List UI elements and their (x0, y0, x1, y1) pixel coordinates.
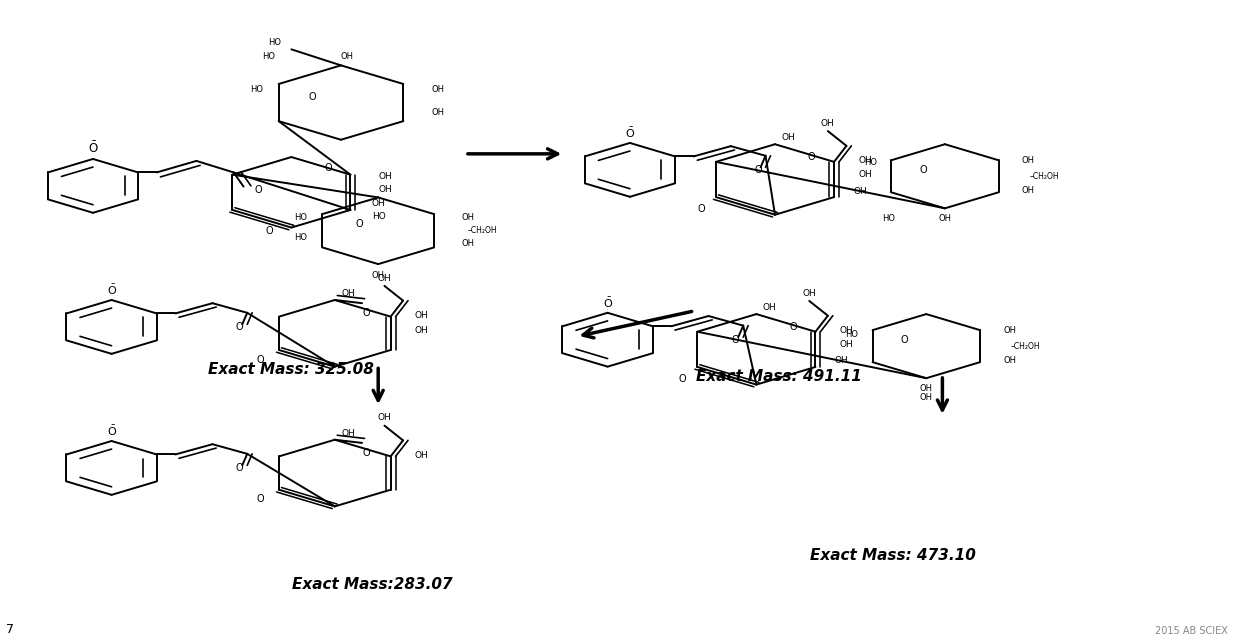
Text: O: O (808, 152, 816, 162)
Text: OH: OH (377, 413, 392, 422)
Text: OH: OH (763, 303, 776, 312)
Text: O: O (919, 165, 928, 175)
Text: O: O (254, 185, 262, 195)
Text: OH: OH (414, 451, 428, 460)
Text: HO: HO (864, 158, 877, 167)
Text: Exact Mass: 473.10: Exact Mass: 473.10 (810, 548, 976, 563)
Text: 2015 AB SCIEX: 2015 AB SCIEX (1154, 626, 1228, 636)
Text: OH: OH (372, 271, 384, 280)
Text: $\bar{\rm O}$: $\bar{\rm O}$ (603, 296, 613, 310)
Text: $\bar{\rm O}$: $\bar{\rm O}$ (88, 141, 98, 156)
Text: OH: OH (461, 239, 474, 248)
Text: OH: OH (377, 274, 392, 283)
Text: OH: OH (802, 288, 816, 298)
Text: –CH₂OH: –CH₂OH (1029, 172, 1059, 181)
Text: O: O (678, 374, 686, 383)
Text: Exact Mass:283.07: Exact Mass:283.07 (291, 577, 453, 592)
Text: O: O (362, 308, 370, 318)
Text: O: O (355, 219, 362, 229)
Text: OH: OH (1003, 356, 1016, 365)
Text: O: O (265, 226, 273, 236)
Text: HO: HO (263, 52, 275, 61)
Text: OH: OH (432, 85, 444, 94)
Text: HO: HO (295, 233, 308, 242)
Text: O: O (236, 463, 243, 473)
Text: HO: HO (883, 214, 895, 223)
Text: –CH₂OH: –CH₂OH (467, 226, 497, 235)
Text: OH: OH (414, 326, 428, 335)
Text: OH: OH (853, 187, 867, 196)
Text: Exact Mass: 325.08: Exact Mass: 325.08 (208, 362, 374, 377)
Text: OH: OH (341, 52, 353, 61)
Text: O: O (257, 494, 264, 504)
Text: OH: OH (839, 326, 853, 335)
Text: O: O (257, 354, 264, 365)
Text: OH: OH (372, 199, 386, 208)
Text: OH: OH (858, 170, 872, 179)
Text: O: O (790, 322, 797, 331)
Text: O: O (732, 335, 739, 345)
Text: 7: 7 (6, 623, 14, 636)
Text: OH: OH (920, 393, 932, 402)
Text: OH: OH (461, 213, 474, 222)
Text: OH: OH (341, 289, 355, 298)
Text: OH: OH (858, 156, 872, 165)
Text: OH: OH (378, 172, 392, 181)
Text: O: O (236, 322, 243, 332)
Text: OH: OH (414, 311, 428, 320)
Text: HO: HO (269, 38, 281, 47)
Text: OH: OH (1022, 156, 1034, 165)
Text: O: O (697, 204, 704, 213)
Text: O: O (325, 163, 332, 173)
Text: $\bar{\rm O}$: $\bar{\rm O}$ (625, 126, 635, 140)
Text: OH: OH (839, 340, 853, 349)
Text: HO: HO (250, 85, 263, 94)
Text: Exact Mass: 491.11: Exact Mass: 491.11 (696, 369, 862, 383)
Text: O: O (309, 92, 316, 102)
Text: O: O (754, 165, 761, 175)
Text: OH: OH (835, 356, 848, 365)
Text: HO: HO (372, 212, 386, 221)
Text: O: O (362, 447, 370, 458)
Text: OH: OH (920, 384, 932, 393)
Text: OH: OH (378, 185, 392, 194)
Text: OH: OH (1022, 186, 1034, 195)
Text: OH: OH (821, 119, 835, 128)
Text: OH: OH (781, 133, 795, 142)
Text: HO: HO (846, 330, 858, 339)
Text: OH: OH (432, 108, 444, 117)
Text: HO: HO (295, 213, 308, 222)
Text: O: O (900, 335, 909, 345)
Text: OH: OH (939, 214, 951, 223)
Text: OH: OH (1003, 326, 1016, 335)
Text: $\bar{\rm O}$: $\bar{\rm O}$ (107, 283, 117, 297)
Text: –CH₂OH: –CH₂OH (1011, 342, 1040, 351)
Text: $\bar{\rm O}$: $\bar{\rm O}$ (107, 424, 117, 438)
Text: OH: OH (341, 429, 355, 438)
